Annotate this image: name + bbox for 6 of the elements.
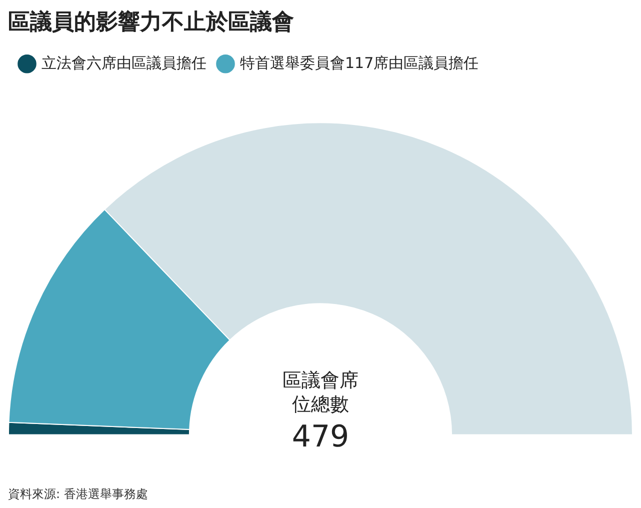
- text: 479: [292, 420, 350, 455]
- legend-label: 立法會六席由區議員擔任: [42, 54, 206, 72]
- legend-label: 特首選舉委員會117席由區議員擔任: [240, 54, 479, 72]
- chart-title: 區議員的影響力不止於區議會: [8, 8, 294, 35]
- text: 區議會席位總數: [282, 370, 358, 416]
- source-note: 資料來源: 香港選舉事務處: [8, 486, 148, 503]
